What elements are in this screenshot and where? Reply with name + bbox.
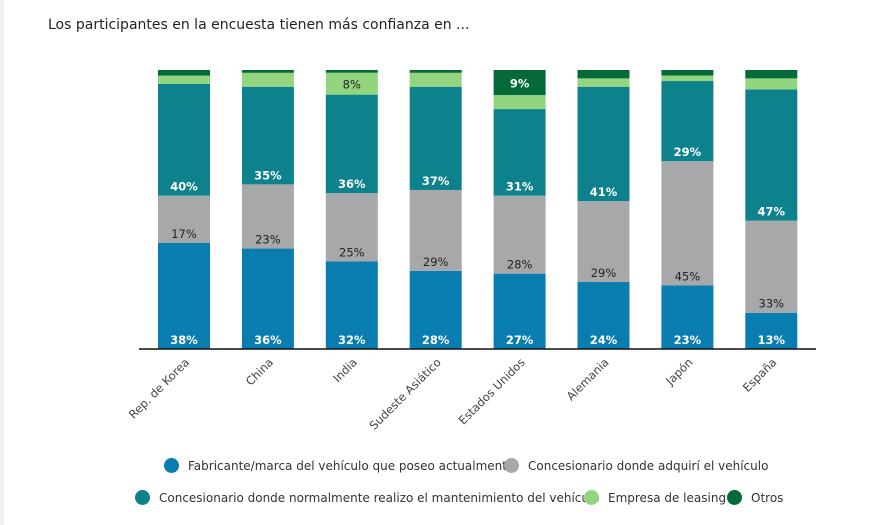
bar-segment: [577, 282, 630, 349]
bar-segment: [577, 78, 630, 87]
data-label: 29%: [674, 145, 702, 159]
bar-segment: [493, 195, 546, 274]
bar-segment: [493, 109, 546, 196]
legend-swatch: [504, 458, 519, 473]
legend-label: Concesionario donde adquirí el vehículo: [528, 458, 769, 473]
data-label: 36%: [338, 177, 366, 191]
bar-segment: [493, 273, 546, 349]
bar-segment: [158, 70, 210, 76]
data-label: 28%: [422, 333, 450, 347]
data-label: 29%: [591, 266, 617, 280]
data-label: 47%: [758, 205, 786, 219]
bar-segment: [158, 242, 210, 349]
bar-segment: [241, 184, 294, 249]
data-label: 25%: [339, 245, 365, 259]
data-label: 33%: [759, 297, 785, 311]
data-label: 32%: [338, 333, 366, 347]
x-tick-label: India: [330, 355, 360, 385]
data-label: 28%: [507, 258, 533, 272]
x-tick-label: Japón: [662, 355, 695, 388]
bar-segment: [577, 70, 630, 79]
bar-segment: [745, 312, 798, 349]
bar-segment: [493, 95, 546, 110]
bar-segment: [409, 72, 462, 87]
bar-segment: [409, 189, 462, 271]
data-label: 29%: [423, 255, 449, 269]
x-tick-label: España: [740, 355, 780, 395]
legend-swatch: [135, 490, 150, 505]
bar-segment: [493, 70, 546, 96]
bar-segment: [325, 70, 378, 73]
data-label: 8%: [343, 78, 361, 92]
legend-swatch: [727, 490, 742, 505]
bar-segment: [661, 70, 714, 76]
x-tick-label: China: [243, 355, 276, 388]
bar-segment: [577, 86, 630, 202]
legend-label: Empresa de leasing: [608, 490, 727, 505]
legend-item-otros: Otros: [727, 490, 783, 505]
data-label: 27%: [506, 333, 534, 347]
legend-item-concesionario-adquiri: Concesionario donde adquirí el vehículo: [504, 458, 768, 473]
bar-segment: [409, 70, 462, 73]
bar-segment: [745, 70, 798, 79]
bar-segment: [325, 72, 378, 95]
bar-segment: [661, 81, 714, 162]
legend-item-concesionario-mantenimiento: Concesionario donde normalmente realizo …: [135, 490, 600, 505]
legend-swatch: [584, 490, 599, 505]
bar-segment: [409, 270, 462, 349]
legend-label: Fabricante/marca del vehículo que poseo …: [188, 458, 515, 473]
bar-segment: [745, 220, 798, 313]
bar-segment: [158, 195, 210, 243]
bar-segment: [577, 201, 630, 283]
data-label: 24%: [590, 333, 618, 347]
data-label: 23%: [255, 233, 281, 247]
bar-segment: [241, 70, 294, 73]
bar-segment: [745, 78, 798, 90]
data-label: 38%: [170, 333, 198, 347]
data-label: 31%: [506, 180, 534, 194]
data-label: 9%: [510, 77, 530, 91]
x-tick-label: Alemania: [564, 355, 612, 403]
data-label: 40%: [170, 180, 198, 194]
bar-segment: [409, 86, 462, 190]
bar-segment: [661, 75, 714, 82]
data-label: 35%: [254, 168, 282, 182]
data-label: 36%: [254, 333, 282, 347]
bar-segment: [241, 86, 294, 185]
data-label: 13%: [758, 333, 786, 347]
data-label: 37%: [422, 174, 450, 188]
legend-item-leasing: Empresa de leasing: [584, 490, 726, 505]
bar-segment: [661, 285, 714, 349]
bar-segment: [325, 193, 378, 262]
bar-segment: [158, 75, 210, 84]
stacked-bar-chart: 38% 17% 40% Rep. de Korea 36% 23% 35% China 32% 2…: [126, 70, 816, 433]
x-tick-label: Estados Unidos: [456, 355, 528, 427]
x-tick-label: Sudeste Asiático: [366, 355, 443, 432]
bar-segment: [325, 261, 378, 349]
bar-segment: [325, 94, 378, 194]
data-label: 45%: [675, 269, 701, 283]
data-label: 41%: [590, 185, 618, 199]
data-label: 23%: [674, 333, 702, 347]
chart-title: Los participantes en la encuesta tienen …: [48, 17, 470, 33]
legend-label: Concesionario donde normalmente realizo …: [159, 490, 600, 505]
data-label: 17%: [171, 227, 197, 241]
x-tick-label: Rep. de Korea: [126, 355, 192, 421]
bar-segment: [241, 72, 294, 87]
bar-segment: [241, 248, 294, 349]
legend-swatch: [164, 458, 179, 473]
legend-label: Otros: [751, 490, 784, 505]
legend-item-fabricante: Fabricante/marca del vehículo que poseo …: [164, 458, 514, 473]
bar-segment: [158, 83, 210, 196]
bar-segment: [745, 89, 798, 221]
bar-segment: [661, 161, 714, 286]
